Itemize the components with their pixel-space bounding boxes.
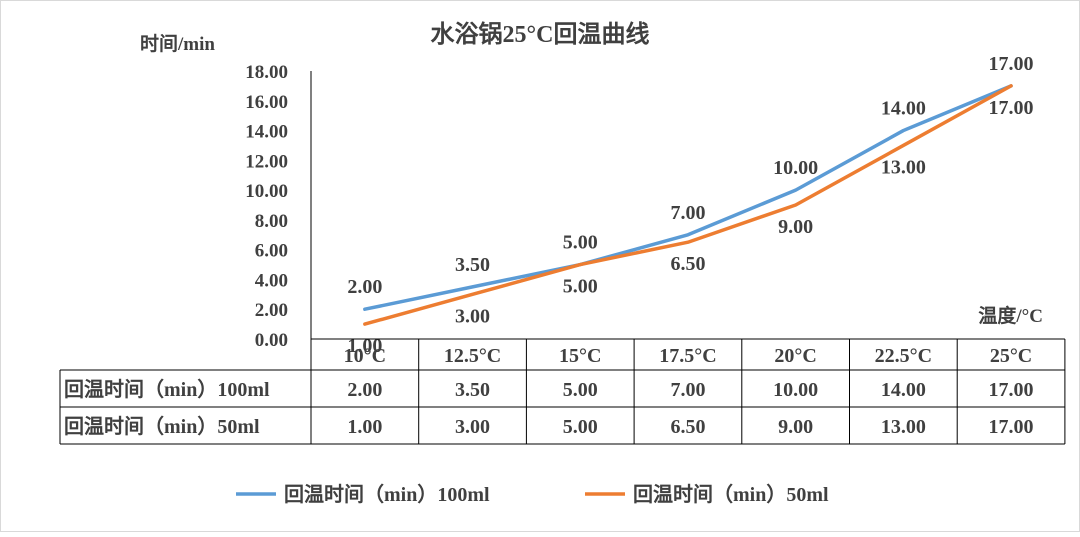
legend-label: 回温时间（min）100ml bbox=[284, 482, 490, 506]
data-label: 7.00 bbox=[670, 202, 705, 224]
x-axis-label: 温度/°C bbox=[978, 304, 1043, 327]
y-tick-label: 10.00 bbox=[245, 181, 288, 202]
table-cell: 3.00 bbox=[455, 416, 490, 438]
table-cell: 17.00 bbox=[989, 379, 1034, 401]
x-category-label: 25°C bbox=[990, 345, 1032, 367]
data-labels: 2.00 3.50 5.00 7.00 10.00 14.00 17.00 1.00 3.00 5… bbox=[347, 53, 1033, 357]
data-label: 13.00 bbox=[881, 156, 926, 178]
series-line-50ml bbox=[363, 84, 1013, 326]
data-label: 6.50 bbox=[670, 253, 705, 275]
y-tick-label: 6.00 bbox=[255, 241, 288, 262]
y-tick-label: 2.00 bbox=[255, 300, 288, 321]
x-category-label: 12.5°C bbox=[444, 345, 501, 367]
x-category-label: 17.5°C bbox=[659, 345, 716, 367]
y-axis-ticks: 0.00 2.00 4.00 6.00 8.00 10.00 12.00 14.00 16.00… bbox=[245, 62, 288, 351]
table-cell: 5.00 bbox=[563, 379, 598, 401]
table-cell: 2.00 bbox=[347, 379, 382, 401]
data-label: 5.00 bbox=[563, 276, 598, 298]
data-label: 3.50 bbox=[455, 254, 490, 276]
legend-label: 回温时间（min）50ml bbox=[633, 482, 829, 506]
chart-title: 水浴锅25°C回温曲线 bbox=[431, 21, 650, 48]
data-label: 17.00 bbox=[989, 53, 1034, 75]
table-cell: 14.00 bbox=[881, 379, 926, 401]
legend: 回温时间（min）100ml 回温时间（min）50ml bbox=[236, 482, 829, 506]
y-tick-label: 18.00 bbox=[245, 62, 288, 83]
y-tick-label: 16.00 bbox=[245, 92, 288, 113]
x-category-label: 20°C bbox=[774, 345, 816, 367]
data-label: 17.00 bbox=[989, 97, 1034, 119]
data-label: 5.00 bbox=[563, 232, 598, 254]
data-label: 10.00 bbox=[773, 157, 818, 179]
table-cell: 6.50 bbox=[670, 416, 705, 438]
series-lines bbox=[363, 84, 1013, 326]
table-row-header: 回温时间（min）100ml bbox=[64, 377, 270, 401]
y-tick-label: 8.00 bbox=[255, 211, 288, 232]
table-cell: 7.00 bbox=[670, 379, 705, 401]
table-cell: 13.00 bbox=[881, 416, 926, 438]
y-tick-label: 0.00 bbox=[255, 330, 288, 351]
x-category-label: 22.5°C bbox=[875, 345, 932, 367]
series-line-100ml bbox=[363, 84, 1013, 311]
table-cell: 9.00 bbox=[778, 416, 813, 438]
data-label: 2.00 bbox=[347, 276, 382, 298]
table-row-header: 回温时间（min）50ml bbox=[64, 414, 260, 438]
table-cell: 10.00 bbox=[773, 379, 818, 401]
y-tick-label: 14.00 bbox=[245, 122, 288, 143]
y-tick-label: 4.00 bbox=[255, 270, 288, 291]
y-axis-label: 时间/min bbox=[140, 33, 215, 55]
table-cell: 17.00 bbox=[989, 416, 1034, 438]
data-table: 10°C 12.5°C 15°C 17.5°C 20°C 22.5°C 25°C 回温时间（m… bbox=[59, 338, 1066, 445]
data-label: 9.00 bbox=[778, 216, 813, 238]
table-cell: 3.50 bbox=[455, 379, 490, 401]
y-tick-label: 12.00 bbox=[245, 151, 288, 172]
data-label: 14.00 bbox=[881, 98, 926, 120]
x-category-label: 10°C bbox=[344, 345, 386, 367]
x-category-label: 15°C bbox=[559, 345, 601, 367]
data-label: 1.00 bbox=[347, 335, 382, 357]
table-cell: 5.00 bbox=[563, 416, 598, 438]
table-cell: 1.00 bbox=[347, 416, 382, 438]
data-label: 3.00 bbox=[455, 305, 490, 327]
